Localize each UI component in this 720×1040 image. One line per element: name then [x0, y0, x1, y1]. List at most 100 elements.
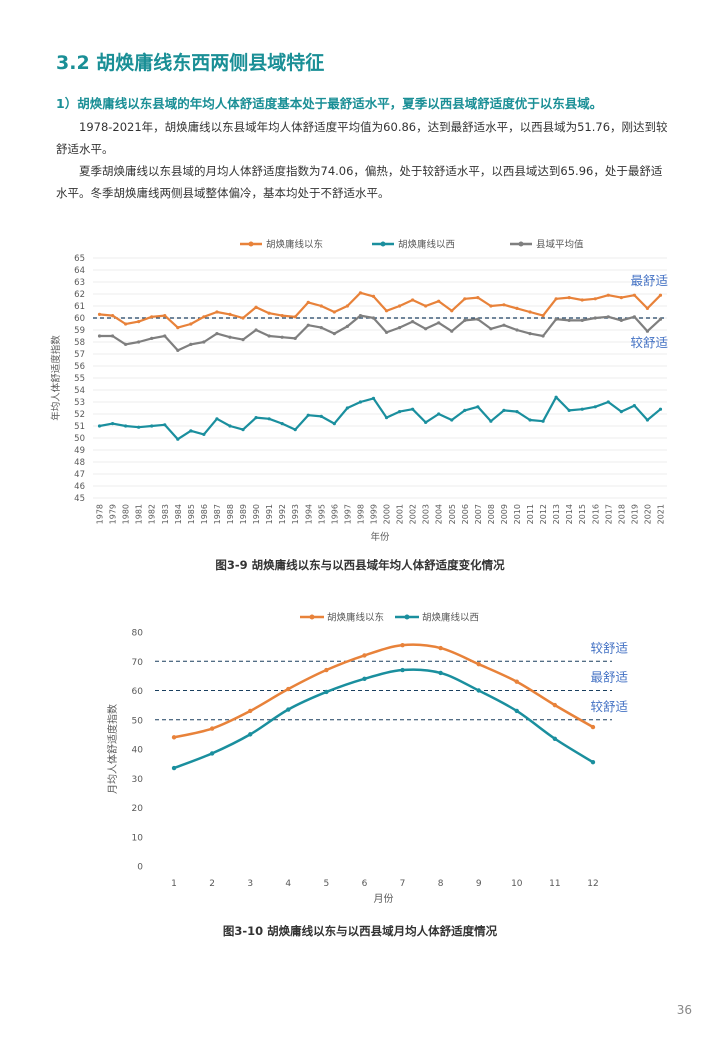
- x-tick-label: 1991: [265, 504, 274, 524]
- legend-marker-0: [309, 614, 315, 620]
- data-point: [209, 726, 215, 731]
- x-axis-label: 月份: [374, 893, 394, 905]
- data-point: [632, 315, 636, 319]
- x-tick-label: 2017: [604, 504, 613, 524]
- y-tick-label: 56: [74, 362, 85, 372]
- y-tick-label: 57: [74, 350, 85, 360]
- x-tick-label: 1980: [122, 504, 131, 524]
- x-tick-label: 1981: [135, 504, 144, 524]
- data-point: [606, 315, 610, 319]
- data-point: [171, 765, 177, 771]
- data-point: [424, 304, 428, 308]
- y-tick-label: 64: [74, 266, 85, 276]
- data-point: [358, 291, 363, 295]
- x-tick-label: 2001: [396, 504, 405, 524]
- data-point: [286, 707, 291, 712]
- data-point: [489, 419, 493, 423]
- y-tick-label: 50: [74, 434, 85, 444]
- x-tick-label: 1984: [174, 504, 183, 524]
- data-point: [319, 304, 323, 308]
- data-point: [515, 328, 519, 332]
- legend-label-1: 胡焕庸线以西: [422, 612, 479, 624]
- data-point: [202, 340, 206, 344]
- data-point: [189, 322, 193, 326]
- data-point: [306, 413, 310, 417]
- data-point: [645, 418, 650, 422]
- x-tick-label: 1994: [304, 504, 313, 524]
- y-tick-label: 49: [74, 446, 85, 456]
- data-point: [476, 296, 480, 300]
- data-point: [463, 318, 467, 322]
- data-point: [580, 298, 584, 302]
- data-point: [267, 417, 271, 421]
- data-point: [280, 335, 284, 339]
- data-point: [554, 297, 558, 301]
- series-line-1: [173, 668, 594, 770]
- x-tick-label: 2012: [539, 504, 548, 524]
- data-point: [248, 732, 253, 737]
- x-tick-label: 1979: [109, 504, 118, 524]
- data-point: [209, 751, 215, 756]
- data-point: [515, 410, 519, 414]
- data-point: [362, 653, 367, 658]
- data-point: [437, 321, 441, 325]
- data-point: [554, 317, 558, 321]
- figure-caption-2: 图3-10 胡焕庸线以东与以西县域月均人体舒适度情况: [222, 924, 498, 938]
- x-tick-label: 11: [549, 879, 560, 889]
- x-tick-label: 1987: [213, 504, 222, 524]
- data-point: [293, 428, 297, 432]
- data-point: [215, 332, 219, 336]
- x-tick-label: 7: [400, 879, 406, 889]
- data-point: [319, 414, 323, 418]
- data-point: [463, 408, 467, 412]
- legend-marker-1: [380, 241, 386, 247]
- y-tick-label: 63: [74, 278, 85, 288]
- data-point: [345, 324, 349, 328]
- annual-comfort-chart: 45 46 47 48 49 50 51 52 53 54 55 56 57 58 59 60 61 62 63 64…: [50, 239, 668, 544]
- data-point: [228, 312, 232, 316]
- x-tick-label: 6: [362, 879, 368, 889]
- data-point: [400, 667, 405, 673]
- data-point: [150, 424, 154, 428]
- data-point: [358, 314, 363, 318]
- data-point: [593, 297, 597, 301]
- data-point: [541, 334, 545, 338]
- data-point: [97, 334, 102, 338]
- data-point: [293, 315, 297, 319]
- y-tick-label: 20: [132, 804, 144, 814]
- data-point: [189, 342, 193, 346]
- data-point: [110, 422, 115, 426]
- x-tick-label: 1997: [343, 504, 352, 524]
- data-point: [332, 310, 336, 314]
- data-point: [345, 406, 349, 410]
- x-tick-label: 1990: [252, 504, 261, 524]
- x-tick-label: 1993: [291, 504, 300, 524]
- y-tick-label: 0: [137, 863, 143, 873]
- series-line-0: [173, 643, 594, 739]
- data-point: [324, 667, 329, 673]
- data-point: [489, 327, 493, 331]
- data-point: [541, 314, 545, 318]
- data-point: [319, 326, 323, 330]
- data-point: [567, 318, 571, 322]
- x-tick-label: 2003: [422, 504, 431, 524]
- x-axis-label: 年份: [370, 531, 390, 543]
- x-tick-label: 5: [324, 879, 330, 889]
- x-tick-label: 2000: [383, 504, 392, 524]
- data-point: [658, 293, 663, 297]
- x-tick-label: 2021: [656, 504, 665, 524]
- data-point: [411, 320, 415, 324]
- y-tick-label: 54: [74, 386, 85, 396]
- data-point: [438, 645, 443, 651]
- data-point: [371, 294, 376, 298]
- data-point: [306, 300, 310, 304]
- x-tick-label: 1998: [356, 504, 365, 524]
- data-point: [202, 432, 206, 436]
- data-point: [400, 642, 405, 648]
- data-point: [228, 335, 232, 339]
- y-tick-label: 47: [74, 470, 85, 480]
- data-point: [528, 310, 532, 314]
- data-point: [241, 428, 245, 432]
- x-tick-label: 1995: [317, 504, 326, 524]
- data-point: [424, 420, 428, 424]
